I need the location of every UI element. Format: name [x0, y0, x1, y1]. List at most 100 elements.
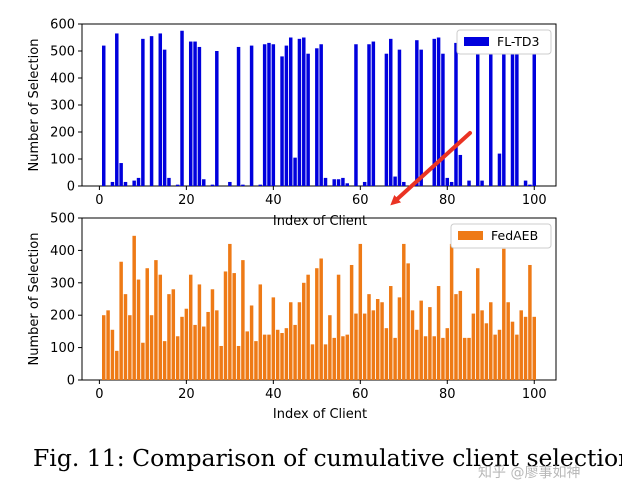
bar-fedaeb-client-52 — [323, 344, 328, 380]
bar-fltd3-client-42 — [280, 56, 284, 187]
bar-fltd3-client-47 — [302, 37, 306, 186]
bar-fedaeb-client-13 — [154, 260, 158, 380]
bar-fltd3-client-61 — [362, 181, 367, 186]
bar-fedaeb-client-76 — [428, 307, 432, 380]
bar-fltd3-client-4 — [115, 33, 119, 187]
bar-fltd3-client-18 — [175, 184, 180, 186]
xticks-bottom: 0 20 40 60 80 100 — [95, 380, 547, 402]
ylabel-bottom: Number of Selection — [27, 233, 42, 366]
bar-fltd3-client-23 — [197, 46, 202, 187]
bar-fedaeb-client-38 — [262, 334, 267, 380]
annotation-arrow — [390, 131, 472, 206]
ytick-label: 200 — [50, 309, 75, 324]
legend-swatch-fltd3 — [464, 37, 489, 46]
bar-fedaeb-client-73 — [415, 329, 419, 380]
bar-fltd3-client-96 — [515, 41, 519, 186]
bar-fedaeb-client-63 — [371, 310, 376, 380]
bar-fedaeb-client-44 — [288, 302, 293, 380]
bar-fedaeb-client-8 — [132, 235, 136, 380]
bar-fltd3-client-100 — [532, 49, 536, 187]
bar-fltd3-client-79 — [441, 53, 445, 187]
ytick-label: 600 — [50, 18, 75, 33]
bar-fedaeb-client-15 — [162, 341, 167, 380]
bar-fedaeb-client-6 — [123, 294, 128, 380]
bar-fedaeb-client-50 — [315, 268, 319, 380]
bar-fltd3-client-15 — [162, 49, 167, 187]
bar-fedaeb-client-68 — [393, 337, 397, 380]
bar-fltd3-client-67 — [389, 38, 393, 186]
bar-fedaeb-client-74 — [419, 300, 423, 380]
bar-fedaeb-client-99 — [528, 264, 532, 380]
bar-fltd3-client-27 — [215, 51, 219, 186]
bar-fedaeb-client-19 — [180, 316, 184, 380]
bar-fedaeb-client-29 — [223, 271, 228, 380]
xtick-label: 100 — [522, 193, 547, 208]
legend-swatch-fedaeb — [458, 231, 483, 240]
bar-fedaeb-client-5 — [119, 261, 123, 380]
bar-fedaeb-client-88 — [480, 310, 484, 380]
bar-fedaeb-client-82 — [454, 294, 458, 380]
bar-fltd3-client-69 — [397, 49, 402, 187]
bar-fedaeb-client-1 — [102, 315, 106, 380]
bar-fedaeb-client-42 — [280, 333, 284, 380]
bar-fedaeb-client-64 — [375, 299, 380, 380]
bar-fedaeb-client-40 — [271, 297, 276, 380]
bar-fltd3-client-90 — [489, 42, 493, 187]
bar-fltd3-client-14 — [158, 33, 163, 187]
xtick-label: 80 — [439, 193, 456, 208]
bars-top — [102, 30, 536, 187]
bar-fltd3-client-52 — [323, 177, 328, 186]
bar-fedaeb-client-45 — [293, 324, 297, 380]
bar-fltd3-client-56 — [341, 177, 345, 186]
bar-fedaeb-client-72 — [410, 310, 415, 380]
bar-fedaeb-client-62 — [367, 294, 371, 380]
xtick-label: 80 — [439, 387, 456, 402]
xtick-label: 40 — [265, 387, 282, 402]
ytick-label: 0 — [67, 374, 75, 389]
bar-fedaeb-client-86 — [471, 313, 476, 380]
bar-fedaeb-client-87 — [475, 268, 480, 380]
legend-bottom: FedAEB — [450, 223, 552, 249]
ytick-label: 500 — [50, 45, 75, 60]
bar-fedaeb-client-94 — [506, 302, 510, 380]
ytick-label: 100 — [50, 153, 75, 168]
bar-fltd3-client-92 — [497, 153, 502, 186]
bar-fedaeb-client-20 — [184, 308, 189, 380]
bar-fedaeb-client-22 — [193, 324, 197, 380]
bar-fedaeb-client-48 — [306, 274, 310, 380]
ylabel-top: Number of Selection — [27, 39, 42, 172]
bar-fltd3-client-81 — [449, 181, 454, 186]
bar-fedaeb-client-75 — [423, 336, 428, 380]
bar-fedaeb-client-70 — [402, 243, 406, 380]
bar-fedaeb-client-71 — [406, 263, 410, 380]
bar-fedaeb-client-27 — [215, 310, 219, 380]
bar-fltd3-client-30 — [228, 181, 232, 186]
figure-caption: Fig. 11: Comparison of cumulative client… — [33, 444, 622, 472]
bar-fedaeb-client-14 — [158, 274, 163, 380]
bar-fedaeb-client-92 — [497, 329, 502, 380]
bar-fedaeb-client-35 — [249, 305, 254, 380]
bar-fedaeb-client-81 — [449, 243, 454, 380]
bar-fltd3-client-57 — [345, 183, 350, 186]
ytick-label: 400 — [50, 244, 75, 259]
xticks-top: 0 20 40 60 80 100 — [95, 186, 547, 208]
bar-fedaeb-client-34 — [245, 331, 249, 380]
bar-fltd3-client-10 — [141, 38, 145, 186]
bar-fltd3-client-62 — [367, 44, 371, 186]
bar-fltd3-client-19 — [180, 30, 184, 186]
xtick-label: 100 — [522, 387, 547, 402]
ytick-label: 500 — [50, 212, 75, 227]
chart-bottom: 0 100 200 300 400 500 0 20 40 60 80 100 Number of … — [27, 212, 557, 422]
bar-fedaeb-client-49 — [310, 344, 315, 380]
legend-top: FL-TD3 — [456, 29, 552, 55]
bar-fltd3-client-44 — [288, 37, 293, 186]
bar-fedaeb-client-90 — [489, 302, 493, 380]
bar-fltd3-client-26 — [210, 184, 215, 186]
bar-fedaeb-client-95 — [510, 321, 515, 380]
bar-fltd3-client-39 — [267, 42, 271, 187]
bar-fltd3-client-51 — [319, 44, 323, 186]
legend-box-top — [456, 29, 552, 55]
bar-fedaeb-client-55 — [336, 274, 341, 380]
bar-fedaeb-client-33 — [241, 260, 245, 380]
